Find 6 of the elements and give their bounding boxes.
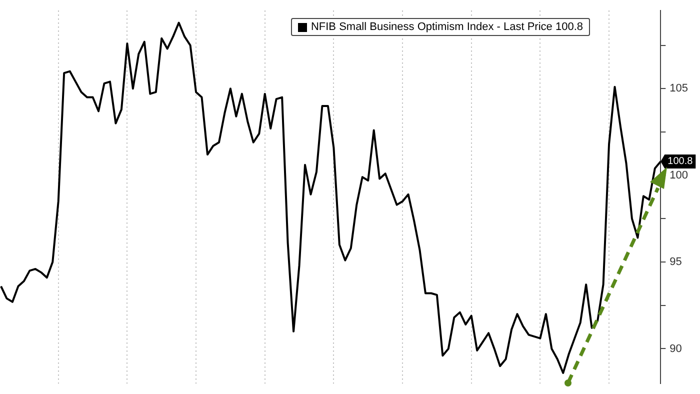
y-tick-label: 95 — [670, 256, 682, 268]
text: 100.8 — [668, 156, 694, 168]
y-tick-label: 90 — [670, 342, 682, 355]
y-tick-label: 100 — [670, 169, 688, 182]
y-tick-label: 105 — [670, 82, 688, 95]
legend-label: NFIB Small Business Optimism Index - Last Price 100.8 — [310, 21, 583, 33]
